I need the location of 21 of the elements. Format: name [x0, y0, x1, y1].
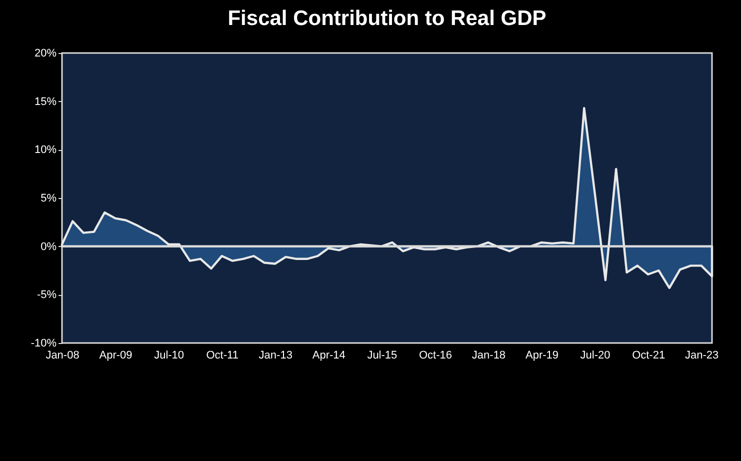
y-tick-label: 20% — [34, 48, 57, 60]
chart-title: Fiscal Contribution to Real GDP — [228, 7, 546, 30]
x-tick-label: Jan-23 — [685, 350, 719, 362]
y-tick-label: -10% — [30, 338, 57, 350]
x-tick-label: Jan-18 — [472, 350, 506, 362]
x-tick-label: Apr-19 — [525, 350, 559, 362]
x-tick-label: Jul-15 — [367, 350, 398, 362]
y-tick-label: 0% — [40, 240, 57, 253]
x-tick-label: Apr-09 — [99, 350, 132, 362]
x-tick-label: Oct-11 — [206, 350, 238, 362]
y-tick-label: 5% — [40, 192, 57, 204]
x-tick-label: Jan-08 — [46, 350, 80, 362]
x-tick-label: Apr-14 — [312, 350, 346, 362]
y-tick-label: -5% — [36, 289, 57, 302]
x-tick-label: Oct-16 — [418, 350, 452, 362]
y-tick-label: 15% — [34, 96, 57, 108]
x-tick-label: Jul-10 — [154, 350, 184, 362]
x-tick-label: Jan-13 — [258, 350, 292, 362]
x-tick-label: Jul-20 — [580, 350, 610, 362]
y-tick-label: 10% — [34, 144, 57, 156]
x-tick-label: Oct-21 — [632, 350, 666, 362]
